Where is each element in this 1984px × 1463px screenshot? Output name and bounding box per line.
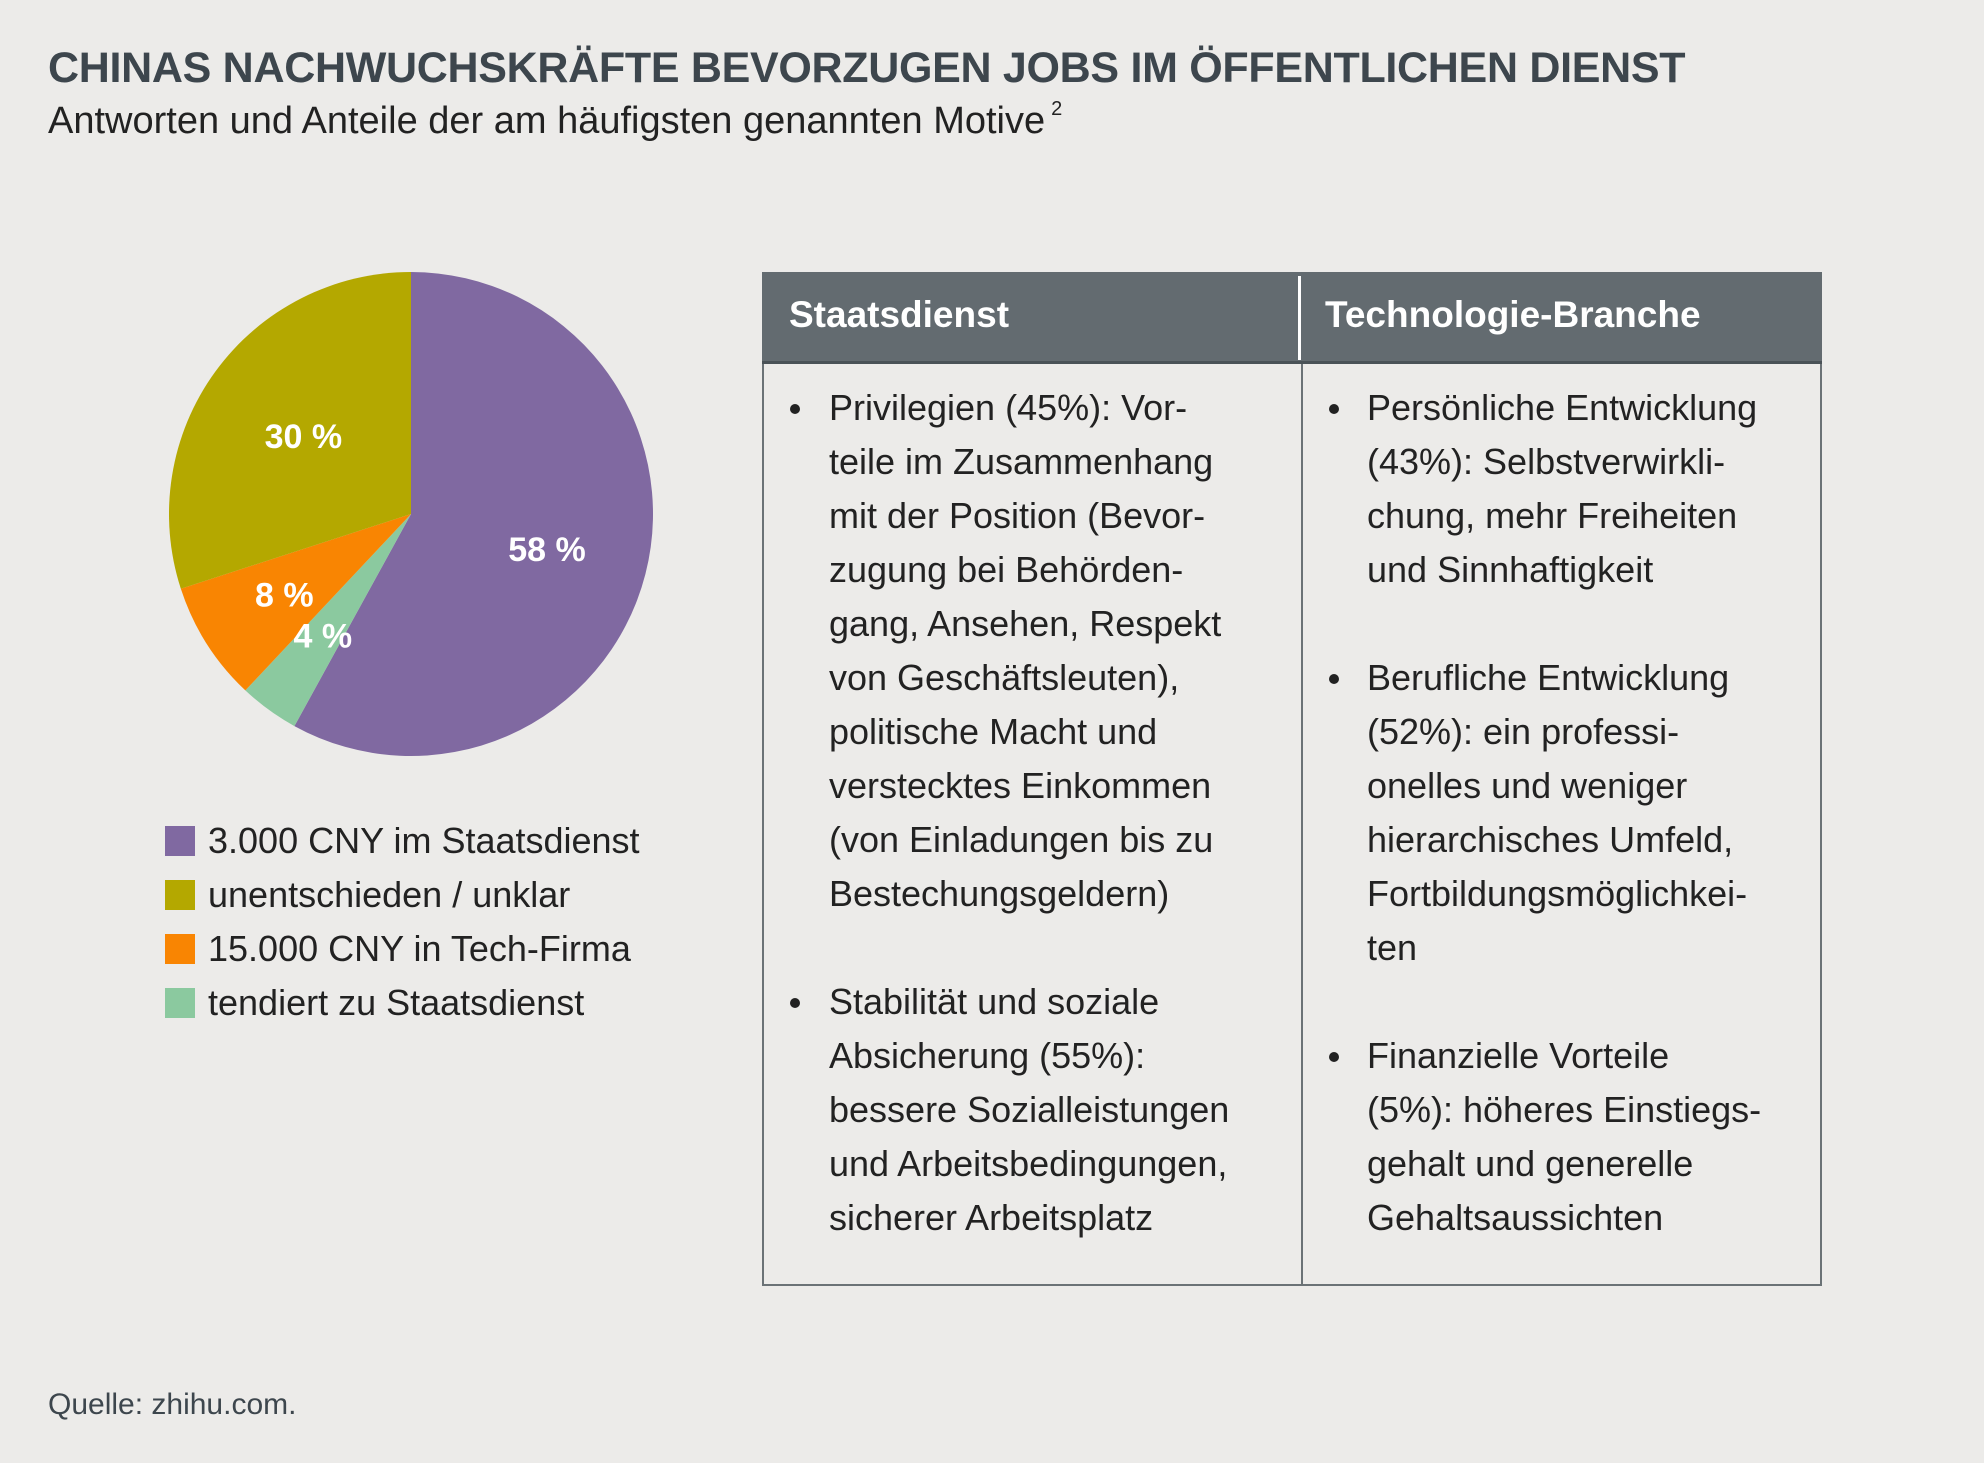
chart-title: CHINAS NACHWUCHSKRÄFTE BEVORZUGEN JOBS I…: [48, 44, 1686, 92]
pie-chart: 58 % 4 %8 % 30 %: [169, 272, 654, 756]
bullet-icon: [1329, 404, 1339, 414]
motives-table: Staatsdienst Technologie-Branche Privile…: [762, 272, 1822, 1286]
list-item-line: Bestechungsgeldern): [829, 873, 1170, 914]
list-item-line: gehalt und generelle: [1367, 1143, 1694, 1184]
bullet-icon: [790, 998, 800, 1008]
list-item-line: verstecktes Einkommen: [829, 765, 1212, 806]
list-item-line: Persönliche Entwicklung: [1367, 387, 1758, 428]
list-item-line: von Geschäftsleuten),: [829, 657, 1180, 698]
bullet-icon: [790, 404, 800, 414]
list-item-line: Finanzielle Vorteile: [1367, 1035, 1670, 1076]
pie-slice-label: 8 %: [255, 576, 314, 614]
pie-slice-label: 4 %: [294, 617, 353, 655]
pie-slice: [245, 514, 411, 727]
subtitle-text: Antworten und Anteile der am häufigsten …: [48, 100, 1046, 142]
list-item-line: Absicherung (55%):: [829, 1035, 1146, 1076]
legend-label: unentschieden / unklar: [208, 874, 571, 915]
list-item-line: (52%): ein professi-: [1367, 711, 1680, 752]
legend-swatch: [165, 880, 195, 910]
footnote-marker: 2: [1051, 98, 1063, 120]
pie-slice: [180, 514, 411, 691]
list-item-line: und Arbeitsbedingungen,: [829, 1143, 1228, 1184]
list-item-line: Berufliche Entwicklung: [1367, 657, 1730, 698]
list-item-line: bessere Sozialleistungen: [829, 1089, 1230, 1130]
list-item-line: ten: [1367, 927, 1418, 968]
legend-label: 3.000 CNY im Staatsdienst: [208, 820, 640, 861]
legend-swatch: [165, 988, 195, 1018]
chart-subtitle: Antworten und Anteile der am häufigsten …: [48, 98, 1063, 143]
list-item-line: hierarchisches Umfeld,: [1367, 819, 1734, 860]
list-item-line: zugung bei Behörden-: [829, 549, 1184, 590]
list-item: Finanzielle Vorteile (5%): höheres Einsti…: [1367, 1029, 1761, 1245]
column-divider: [1301, 364, 1303, 1284]
list-item-line: (5%): höheres Einstiegs-: [1367, 1089, 1762, 1130]
list-item-line: onelles und weniger: [1367, 765, 1688, 806]
list-item: Berufliche Entwicklung (52%): ein profess…: [1367, 651, 1747, 975]
legend-label: tendiert zu Staatsdienst: [208, 982, 585, 1023]
list-item-line: und Sinnhaftigkeit: [1367, 549, 1654, 590]
list-item: Stabilität und soziale Absicherung (55%):…: [829, 975, 1229, 1245]
list-item-line: (von Einladungen bis zu: [829, 819, 1214, 860]
list-item-line: Privilegien (45%): Vor-: [829, 387, 1188, 428]
list-item: Persönliche Entwicklung (43%): Selbstverw…: [1367, 381, 1757, 597]
list-item-line: gang, Ansehen, Respekt: [829, 603, 1222, 644]
list-item-line: (43%): Selbstverwirkli-: [1367, 441, 1726, 482]
legend-label: 15.000 CNY in Tech-Firma: [208, 928, 631, 969]
pie-slice: [169, 272, 411, 589]
column-header-staatsdienst: Staatsdienst: [789, 294, 1010, 335]
list-item-line: Fortbildungsmöglichkei-: [1367, 873, 1748, 914]
list-item-line: Stabilität und soziale: [829, 981, 1160, 1022]
list-item-line: Gehaltsaussichten: [1367, 1197, 1664, 1238]
pie-slice-label: 58 %: [508, 531, 586, 569]
legend-swatch: [165, 934, 195, 964]
pie-slice: [294, 272, 654, 756]
list-item-line: chung, mehr Freiheiten: [1367, 495, 1738, 536]
legend-swatch: [165, 826, 195, 856]
bullet-icon: [1329, 1052, 1339, 1062]
list-item-line: mit der Position (Bevor-: [829, 495, 1206, 536]
bullet-icon: [1329, 674, 1339, 684]
list-item-line: politische Macht und: [829, 711, 1158, 752]
list-item: Privilegien (45%): Vor-teile im Zusammen…: [829, 381, 1221, 921]
list-item-line: teile im Zusammenhang: [829, 441, 1214, 482]
header-divider: [1298, 276, 1301, 360]
source-note: Quelle: zhihu.com.: [48, 1388, 297, 1421]
table-header: Staatsdienst Technologie-Branche: [762, 272, 1822, 364]
pie-slice-label: 30 %: [265, 418, 343, 456]
list-item-line: sicherer Arbeitsplatz: [829, 1197, 1154, 1238]
column-header-technologie: Technologie-Branche: [1325, 294, 1701, 335]
